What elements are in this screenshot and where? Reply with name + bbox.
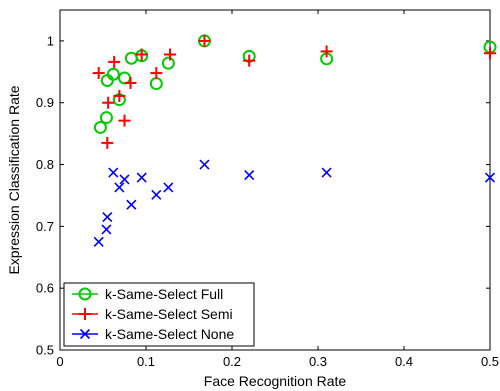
point-plus [108,55,121,68]
point-plus [243,54,256,67]
legend-marker [79,328,91,340]
x-tick-label: 0.5 [481,354,499,369]
legend-label: k-Same-Select Full [105,286,223,302]
point-plus [320,45,333,58]
legend-marker [79,308,91,320]
x-tick-label: 0.2 [223,354,241,369]
x-tick-label: 0.1 [137,354,155,369]
y-tick-label: 0.5 [36,343,54,358]
point-plus [124,76,137,89]
point-circle [161,56,175,70]
point-plus [113,89,126,102]
point-x [93,236,104,247]
point-plus [92,67,105,80]
point-x [244,169,255,181]
legend-marker [78,287,92,301]
legend-label: k-Same-Select Semi [105,306,233,322]
point-x [108,167,119,178]
y-tick-label: 0.9 [36,95,54,110]
series-x [93,159,496,247]
point-x [321,167,332,178]
point-x [101,224,112,235]
point-plus [101,136,114,149]
point-x [199,159,210,170]
y-tick-label: 0.8 [36,157,54,172]
y-axis-label: Expression Classification Rate [6,85,22,274]
point-x [151,189,162,200]
point-plus [135,48,148,61]
legend: k-Same-Select Full k-Same-Select Semi k-Sa… [63,282,255,347]
x-tick-label: 0.3 [309,354,327,369]
point-plus [164,48,177,61]
y-tick-label: 0.7 [36,219,54,234]
point-x [136,172,147,183]
point-x [102,212,113,223]
y-tick-label: 1 [47,33,54,48]
x-tick-label: 0.4 [395,354,413,369]
point-plus [198,34,211,47]
point-plus [118,114,131,127]
point-x [126,199,137,210]
legend-item: k-Same-Select Semi [72,306,233,322]
point-x [119,174,130,185]
point-plus [102,96,115,109]
point-x [484,172,496,183]
point-x [114,182,125,193]
point-plus [150,67,163,80]
x-axis-label: Face Recognition Rate [204,373,347,389]
point-plus [484,47,496,60]
x-axis-ticks: 0 0.1 0.2 0.3 0.4 0.5 [56,10,499,369]
point-circle [93,120,107,134]
legend-item: k-Same-Select None [72,326,234,342]
legend-label: k-Same-Select None [105,326,234,342]
series-plus [92,34,496,149]
point-circle [99,111,113,125]
x-tick-label: 0 [56,354,63,369]
point-circle [106,67,120,81]
y-tick-label: 0.6 [36,281,54,296]
data-points [92,34,497,247]
legend-item: k-Same-Select Full [72,286,223,302]
point-x [163,182,174,193]
y-axis-ticks: 0.5 0.6 0.7 0.8 0.9 1 [36,33,490,358]
